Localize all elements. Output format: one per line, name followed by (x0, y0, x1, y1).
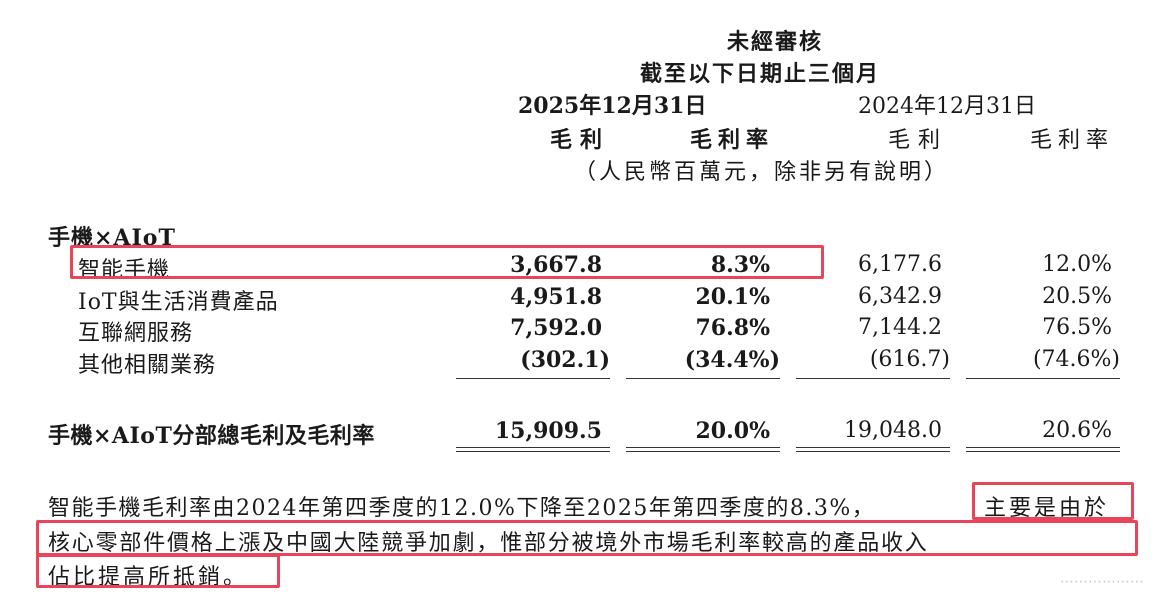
col-gpm-2025: 毛利率 (690, 127, 775, 153)
watermark: ⋯⋯⋯⋯⋯⋯ (1060, 574, 1144, 590)
gpm-2025: 20.1% (695, 284, 771, 310)
highlight-box-reason-start (972, 482, 1134, 520)
row-label: 其他相關業務 (78, 353, 217, 378)
subtotal-rule (626, 378, 780, 379)
gpm-2024: 12.0% (1042, 252, 1112, 277)
paragraph-line-1a: 智能手機毛利率由2024年第四季度的12.0%下降至2025年第四季度的8.3%… (48, 496, 876, 521)
unit-note: （人民幣百萬元，除非另有說明） (574, 160, 950, 185)
highlight-box-reason-line2 (36, 520, 1138, 556)
total-double-rule (626, 447, 780, 452)
header-date-2025: 2025年12月31日 (518, 93, 707, 119)
gpm-2025: 8.3% (710, 252, 770, 278)
highlight-box-reason-line3 (36, 554, 280, 588)
row-label: IoT與生活消費產品 (78, 290, 279, 315)
highlight-box-smartphone-row (70, 245, 824, 279)
gp-2025: 4,951.8 (510, 284, 602, 310)
row-label: 互聯網服務 (78, 321, 194, 346)
gpm-2024: 20.5% (1042, 284, 1112, 309)
col-gp-2024: 毛利 (888, 128, 949, 153)
gpm-2025: 76.8% (695, 315, 771, 341)
total-label: 手機×AIoT分部總毛利及毛利率 (48, 423, 375, 449)
gp-2025: (302.1) (520, 347, 610, 373)
gp-2025: 3,667.8 (510, 252, 602, 278)
subtotal-rule (456, 378, 610, 379)
header-period: 截至以下日期止三個月 (640, 61, 881, 87)
total-double-rule (456, 447, 610, 452)
gpm-2024: 76.5% (1042, 315, 1112, 340)
subtotal-rule (796, 378, 950, 379)
gp-2024: 7,144.2 (858, 315, 942, 340)
gp-2024: 6,177.6 (858, 252, 942, 277)
col-gp-2025: 毛利 (550, 127, 611, 153)
total-double-rule (796, 447, 950, 452)
paragraph-line-1b: 主要是由於 (984, 496, 1110, 521)
gp-2024: (616.7) (869, 347, 950, 372)
gpm-2025: (34.4%) (684, 347, 780, 373)
paragraph-line-2: 核心零部件價格上漲及中國大陸競爭加劇，惟部分被境外市場毛利率較高的產品收入 (48, 531, 929, 556)
total-gpm-2025: 20.0% (695, 418, 771, 444)
gpm-2024: (74.6%) (1032, 347, 1120, 372)
header-title: 未經審核 (727, 29, 824, 55)
col-gpm-2024: 毛利率 (1030, 128, 1115, 153)
total-double-rule (966, 447, 1120, 452)
gp-2025: 7,592.0 (510, 315, 602, 341)
total-gp-2025: 15,909.5 (494, 418, 602, 444)
gp-2024: 6,342.9 (858, 284, 942, 309)
subtotal-rule (966, 378, 1120, 379)
header-date-2024: 2024年12月31日 (858, 94, 1036, 119)
total-gpm-2024: 20.6% (1042, 418, 1112, 443)
total-gp-2024: 19,048.0 (844, 418, 942, 443)
